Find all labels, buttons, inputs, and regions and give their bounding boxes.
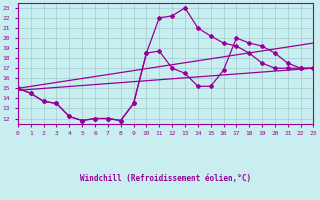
X-axis label: Windchill (Refroidissement éolien,°C): Windchill (Refroidissement éolien,°C) bbox=[80, 174, 251, 183]
